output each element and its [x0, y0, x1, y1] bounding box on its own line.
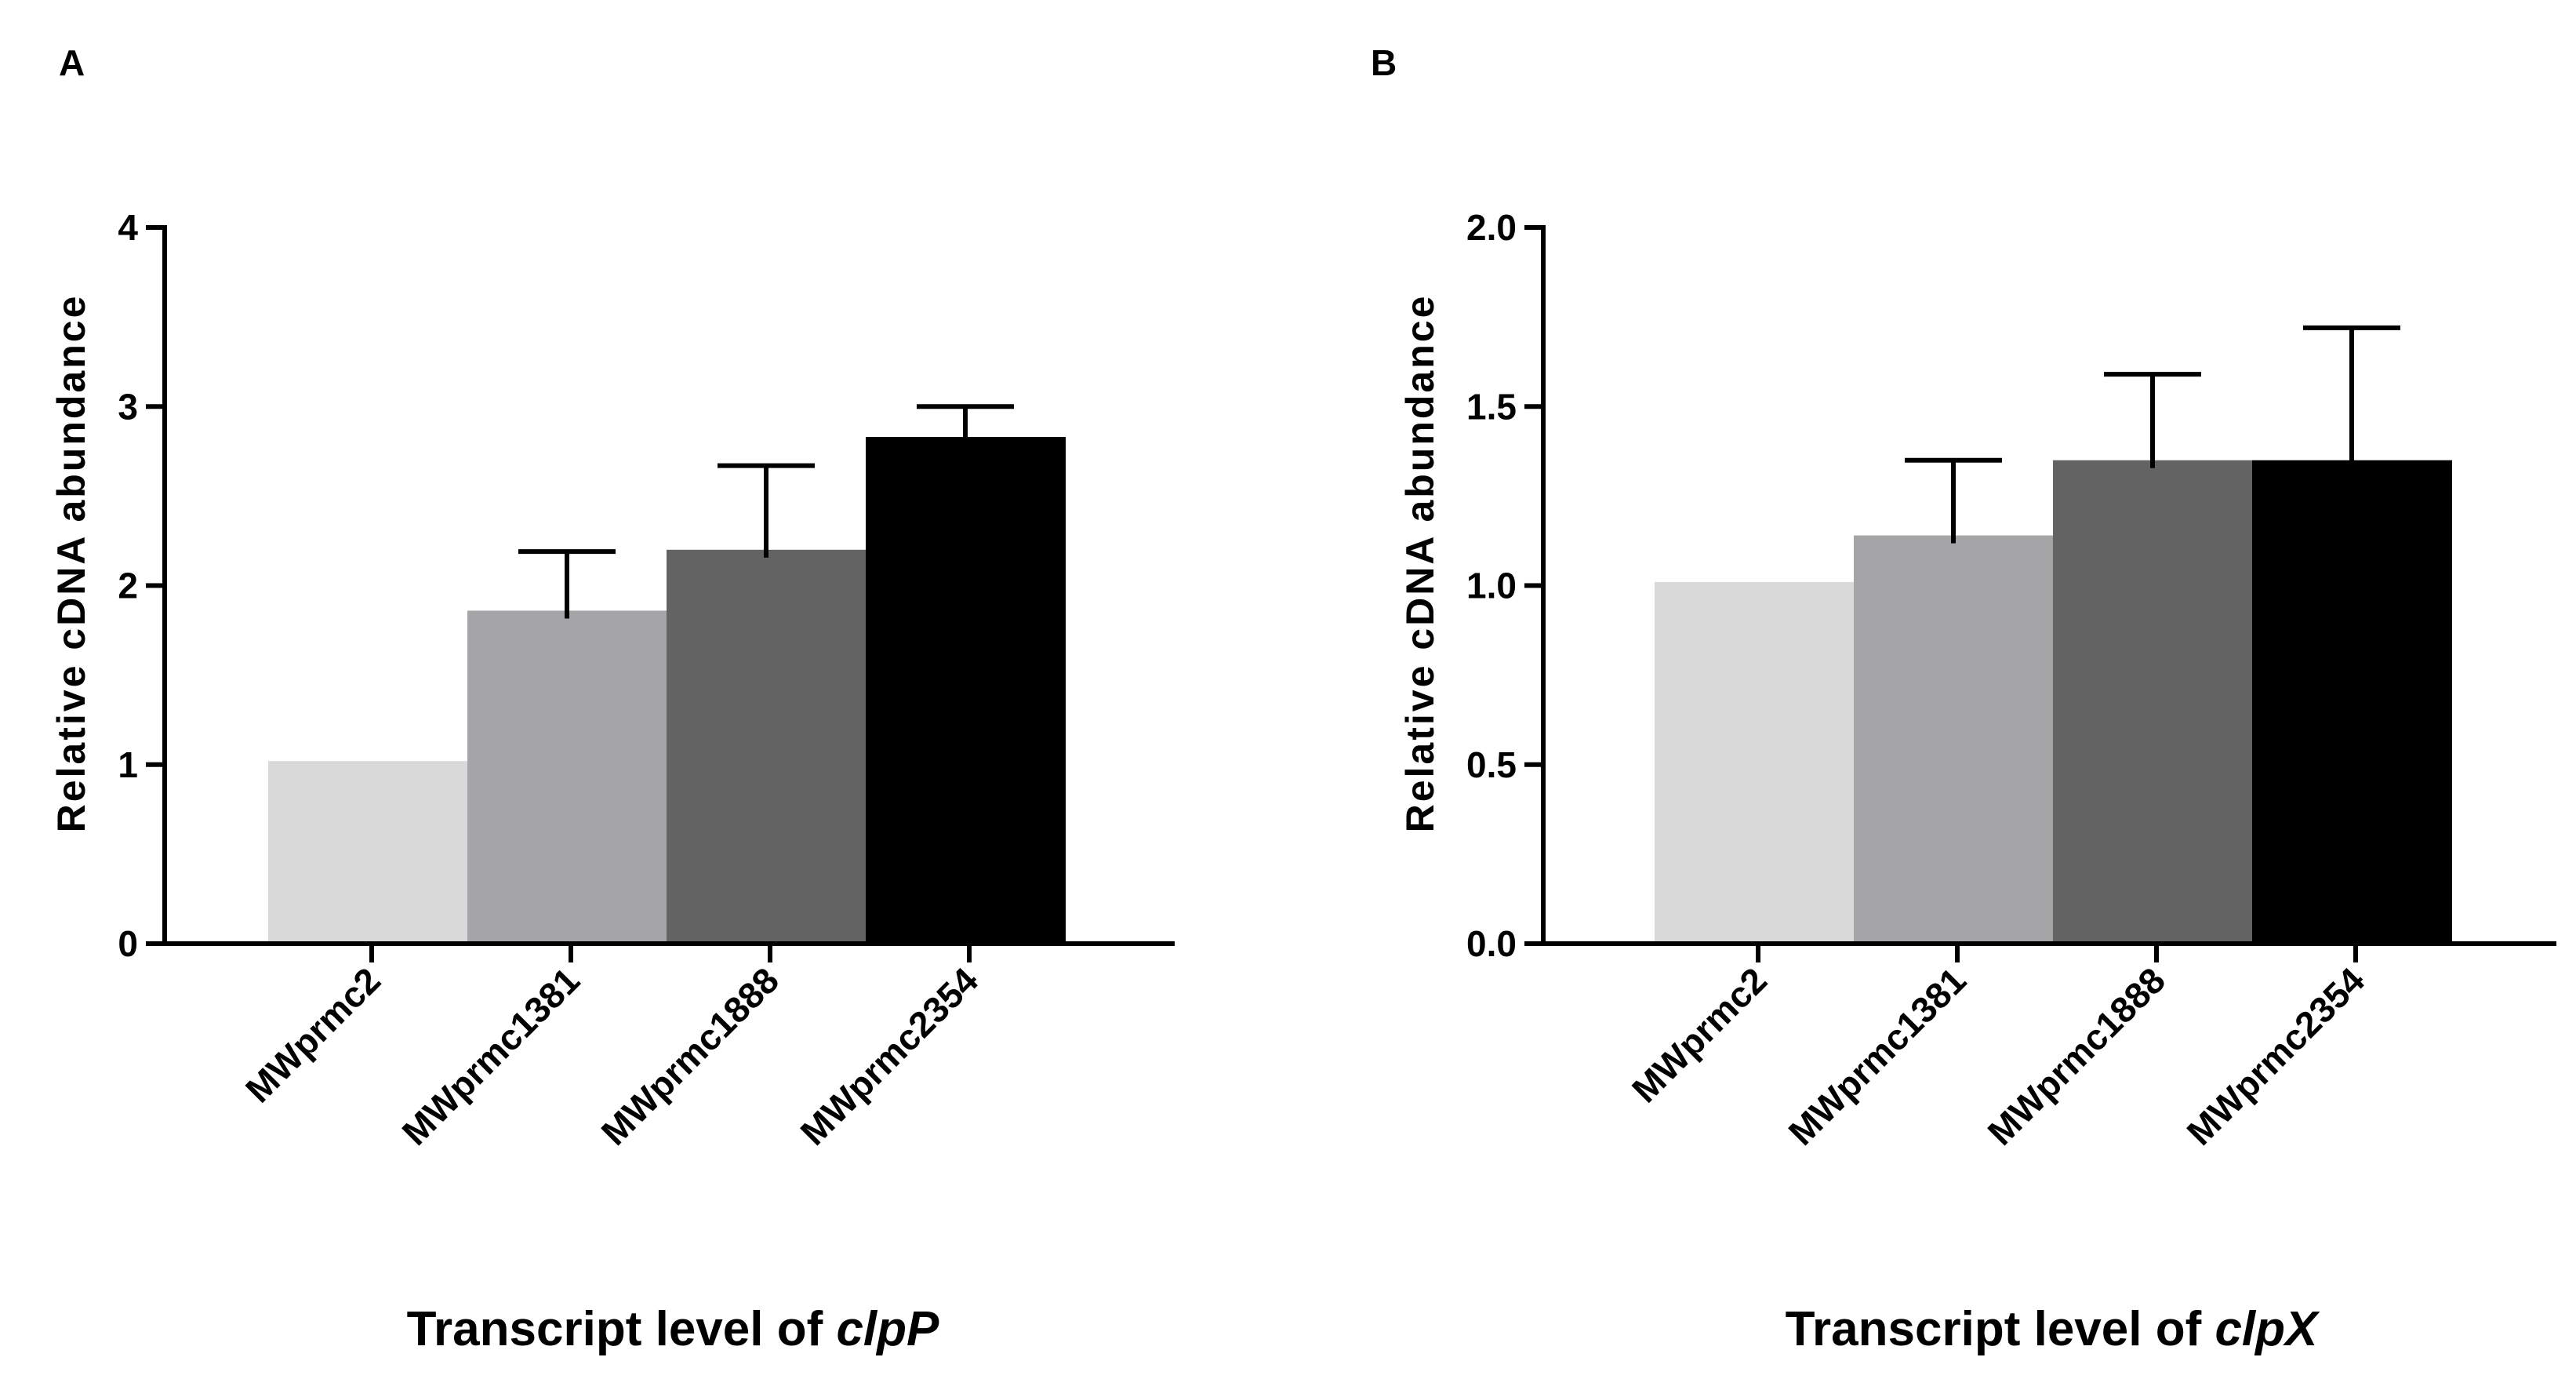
y-tick-label: 1.5	[1466, 386, 1517, 427]
x-tick-label-mwprmc1381: MWprmc1381	[394, 959, 587, 1152]
bar-mwprmc2	[1655, 581, 1855, 944]
panel-b: B 0.00.51.01.52.0 MWprmc2 MWprmc1381 MWprm…	[1371, 42, 2556, 1356]
error-bar-mwprmc1381	[518, 549, 616, 619]
panel-b-x-axis-label: Transcript level of clpX	[1786, 1302, 2320, 1356]
panel-a: A 0 1 2 3 4 MWprmc2 MWprmc1381 MWprmc1888 MWprm…	[49, 42, 1175, 1356]
error-bar-mwprmc1888	[2104, 372, 2201, 468]
error-bar-mwprmc2354	[2303, 325, 2400, 468]
y-tick-label: 3	[118, 386, 138, 427]
panel-a-x-axis: MWprmc2 MWprmc1381 MWprmc1888 MWprmc2354	[162, 941, 1175, 1153]
y-tick-label: 1.0	[1466, 566, 1517, 606]
panel-b-y-axis-label: Relative cDNA abundance	[1398, 294, 1442, 833]
x-tick-label-mwprmc1888: MWprmc1888	[594, 959, 787, 1152]
error-bar-mwprmc1381	[1905, 457, 2002, 544]
y-tick-label: 2	[118, 566, 138, 606]
bar-mwprmc2	[268, 761, 468, 944]
bar-mwprmc2354	[866, 437, 1066, 944]
panel-a-x-axis-label: Transcript level of clpP	[407, 1302, 939, 1356]
panel-a-y-axis-label: Relative cDNA abundance	[49, 294, 93, 833]
panel-a-x-axis-label-prefix: Transcript level of	[407, 1302, 837, 1356]
panel-a-error-bars	[518, 404, 1014, 619]
bar-mwprmc1381	[467, 610, 667, 944]
y-tick-label: 0	[118, 923, 138, 964]
panel-b-x-axis-label-gene: clpX	[2214, 1302, 2320, 1356]
panel-b-letter: B	[1371, 42, 1397, 83]
x-tick-label-mwprmc1381: MWprmc1381	[1781, 959, 1974, 1152]
error-bar-mwprmc1888	[718, 463, 815, 558]
x-tick-label-mwprmc2: MWprmc2	[238, 959, 388, 1110]
y-tick-label: 2.0	[1466, 207, 1517, 248]
x-tick-label-mwprmc2: MWprmc2	[1624, 959, 1775, 1110]
y-tick-label: 0.5	[1466, 744, 1517, 785]
panel-a-bars	[268, 437, 1066, 944]
x-tick-label-mwprmc2354: MWprmc2354	[2179, 959, 2373, 1153]
panel-b-error-bars	[1905, 325, 2400, 544]
panel-b-x-axis-label-prefix: Transcript level of	[1786, 1302, 2215, 1356]
panel-a-letter: A	[59, 42, 85, 83]
x-tick-label-mwprmc1888: MWprmc1888	[1980, 959, 2173, 1152]
y-tick-label: 0.0	[1466, 923, 1517, 964]
bar-mwprmc1888	[2053, 460, 2253, 944]
bar-mwprmc1381	[1854, 535, 2054, 944]
error-bar-mwprmc2354	[917, 404, 1014, 446]
panel-b-y-axis: 0.0 0.5 1.0 1.5 2.0	[1466, 207, 1546, 964]
panel-a-x-axis-label-gene: clpP	[836, 1302, 939, 1356]
bar-mwprmc2354	[2252, 460, 2452, 944]
x-tick-label-mwprmc2354: MWprmc2354	[793, 959, 986, 1153]
bar-mwprmc1888	[667, 549, 867, 944]
panel-b-bars	[1655, 460, 2452, 944]
panel-b-x-axis: MWprmc2 MWprmc1381 MWprmc1888 MWprmc2354	[1541, 941, 2556, 1153]
y-tick-label: 1	[118, 744, 138, 785]
panel-a-y-axis: 0 1 2 3 4	[118, 207, 167, 964]
y-tick-label: 4	[118, 207, 138, 248]
